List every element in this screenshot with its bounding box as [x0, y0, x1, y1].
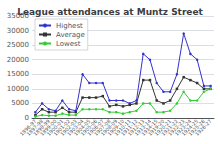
svg-text:League attendances at Muntz St: League attendances at Muntz Street [17, 7, 203, 17]
svg-text:1921-22: 1921-22 [160, 117, 179, 137]
svg-text:1897-98: 1897-98 [25, 117, 45, 137]
svg-text:1904-05: 1904-05 [72, 117, 92, 137]
svg-text:1901-02: 1901-02 [52, 117, 72, 137]
svg-text:1898-99: 1898-99 [32, 117, 51, 137]
svg-text:1914-15: 1914-15 [139, 117, 159, 137]
svg-text:1924-25: 1924-25 [180, 117, 200, 137]
svg-text:1910-11: 1910-11 [112, 117, 132, 137]
svg-text:1926-27: 1926-27 [194, 118, 213, 137]
svg-text:1920-21: 1920-21 [153, 117, 173, 137]
svg-text:5000: 5000 [11, 99, 29, 107]
svg-text:1912-13: 1912-13 [126, 117, 146, 137]
svg-text:1923-24: 1923-24 [173, 117, 193, 137]
svg-text:1919-20: 1919-20 [146, 117, 166, 137]
svg-text:10000: 10000 [7, 85, 29, 93]
svg-text:15000: 15000 [7, 70, 29, 78]
svg-text:Highest: Highest [56, 22, 83, 30]
svg-text:1906-07: 1906-07 [85, 117, 105, 137]
svg-text:1913-14: 1913-14 [133, 117, 153, 137]
svg-text:Lowest: Lowest [56, 40, 81, 48]
svg-text:1907-08: 1907-08 [92, 117, 112, 137]
svg-text:1909-10: 1909-10 [106, 117, 126, 137]
svg-text:1925-26: 1925-26 [187, 117, 206, 137]
svg-text:1908-09: 1908-09 [99, 117, 119, 137]
svg-text:Average: Average [56, 31, 85, 39]
svg-text:1900-01: 1900-01 [45, 117, 65, 137]
svg-text:1896-97: 1896-97 [18, 117, 38, 137]
svg-text:30000: 30000 [7, 27, 29, 35]
svg-text:25000: 25000 [7, 41, 29, 49]
svg-text:1911-12: 1911-12 [119, 117, 139, 137]
svg-text:1922-23: 1922-23 [166, 117, 186, 137]
svg-text:1902-03: 1902-03 [59, 117, 78, 137]
svg-text:1899-00: 1899-00 [38, 117, 58, 137]
svg-text:1905-06: 1905-06 [79, 117, 99, 137]
svg-text:20000: 20000 [7, 56, 29, 64]
svg-text:0: 0 [25, 114, 29, 122]
svg-text:1903-04: 1903-04 [65, 117, 85, 137]
